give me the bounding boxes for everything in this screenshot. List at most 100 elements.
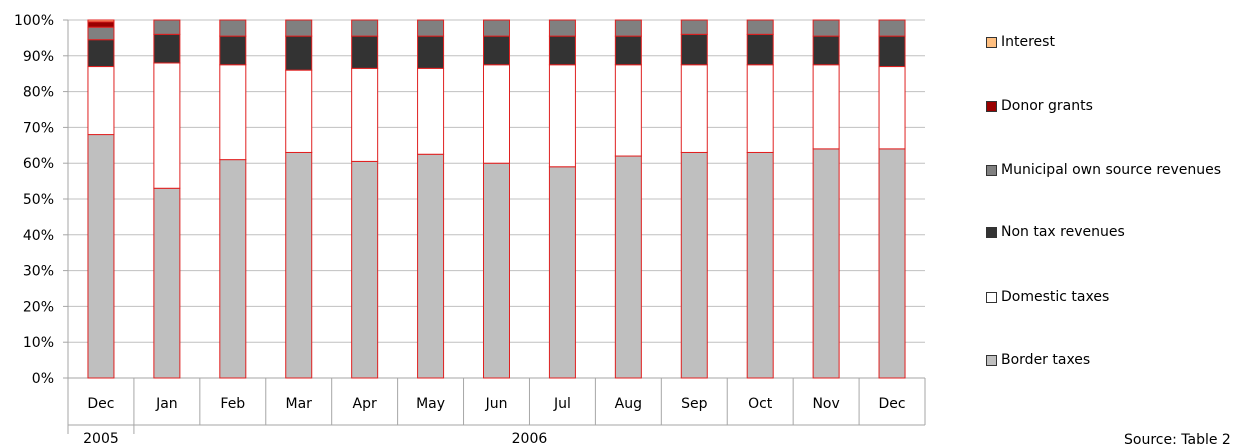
legend-label: Municipal own source revenues bbox=[1001, 162, 1222, 178]
source-note: Source: Table 2 bbox=[1124, 432, 1231, 448]
bar-segment-border-taxes bbox=[483, 162, 510, 379]
bar-segment-non-tax-revenues bbox=[351, 35, 379, 69]
bar-segment-non-tax-revenues bbox=[614, 35, 642, 66]
legend-swatch bbox=[986, 36, 997, 48]
bar-segment-border-taxes bbox=[153, 187, 181, 379]
bar-segment-border-taxes bbox=[614, 155, 642, 379]
bar-segment-municipal-own-source-revenues bbox=[483, 19, 510, 37]
bar-segment-domestic-taxes bbox=[680, 64, 708, 153]
y-tick-label: 60% bbox=[23, 156, 54, 172]
x-tick-label: Mar bbox=[286, 396, 313, 412]
x-tick-label: May bbox=[416, 396, 445, 412]
bar-segment-border-taxes bbox=[87, 134, 115, 379]
bar-segment-non-tax-revenues bbox=[878, 35, 906, 68]
bar-segment-non-tax-revenues bbox=[483, 35, 510, 66]
y-tick-label: 100% bbox=[14, 13, 54, 29]
bar-segment-border-taxes bbox=[417, 153, 445, 379]
bar-segment-domestic-taxes bbox=[548, 64, 576, 168]
y-tick-label: 50% bbox=[23, 192, 54, 208]
x-tick-label: Nov bbox=[812, 396, 839, 412]
bar-segment-non-tax-revenues bbox=[153, 33, 181, 64]
bar-segment-non-tax-revenues bbox=[219, 35, 247, 66]
chart-legend: Interest Donor grants Municipal own source… bbox=[986, 0, 1239, 443]
legend-label: Donor grants bbox=[1001, 98, 1093, 114]
legend-label: Non tax revenues bbox=[1001, 224, 1125, 240]
bar-segment-municipal-own-source-revenues bbox=[417, 19, 445, 37]
legend-item-non-tax-revenues: Non tax revenues bbox=[986, 222, 1125, 242]
bar-segment-border-taxes bbox=[746, 151, 774, 379]
x-tick-label: Jun bbox=[485, 396, 508, 412]
bar-segment-domestic-taxes bbox=[812, 64, 840, 150]
x-tick-label: Dec bbox=[87, 396, 114, 412]
bar-segment-non-tax-revenues bbox=[285, 35, 313, 71]
bar-segment-domestic-taxes bbox=[153, 62, 181, 189]
bar-segment-domestic-taxes bbox=[285, 69, 313, 153]
y-tick-label: 80% bbox=[23, 85, 54, 101]
bar-segment-municipal-own-source-revenues bbox=[680, 19, 708, 35]
x-tick-label: Sep bbox=[681, 396, 708, 412]
year-label: 2006 bbox=[512, 431, 548, 443]
legend-swatch bbox=[986, 291, 997, 303]
bar-segment-domestic-taxes bbox=[219, 64, 247, 161]
bar-segment-border-taxes bbox=[548, 166, 576, 379]
bar-segment-municipal-own-source-revenues bbox=[812, 19, 840, 37]
bar-segment-domestic-taxes bbox=[614, 64, 642, 157]
bar-segment-non-tax-revenues bbox=[417, 35, 445, 69]
bar-segment-non-tax-revenues bbox=[548, 35, 576, 66]
bar-segment-non-tax-revenues bbox=[87, 39, 115, 68]
bar-segment-domestic-taxes bbox=[417, 67, 445, 155]
x-tick-label: Jan bbox=[155, 396, 178, 412]
bar-segment-non-tax-revenues bbox=[812, 35, 840, 66]
bar-segment-interest bbox=[87, 19, 115, 23]
bar-segment-donor-grants bbox=[87, 21, 115, 28]
bar-segment-border-taxes bbox=[878, 148, 906, 379]
y-tick-label: 70% bbox=[23, 120, 54, 136]
x-tick-label: Jul bbox=[553, 396, 571, 412]
bar-segment-municipal-own-source-revenues bbox=[746, 19, 774, 35]
bar-segment-border-taxes bbox=[812, 148, 840, 379]
y-tick-label: 90% bbox=[23, 49, 54, 65]
legend-item-domestic-taxes: Domestic taxes bbox=[986, 287, 1109, 307]
bar-segment-municipal-own-source-revenues bbox=[878, 19, 906, 37]
x-tick-label: Apr bbox=[353, 396, 377, 412]
bar-segment-municipal-own-source-revenues bbox=[153, 19, 181, 35]
legend-swatch bbox=[986, 354, 997, 366]
legend-swatch bbox=[986, 226, 997, 238]
x-tick-label: Dec bbox=[878, 396, 905, 412]
y-tick-label: 0% bbox=[32, 371, 54, 387]
y-tick-label: 10% bbox=[23, 335, 54, 351]
x-tick-label: Oct bbox=[748, 396, 773, 412]
legend-item-border-taxes: Border taxes bbox=[986, 350, 1090, 370]
bar-segment-municipal-own-source-revenues bbox=[351, 19, 379, 37]
bar-segment-border-taxes bbox=[219, 159, 247, 379]
legend-swatch bbox=[986, 100, 997, 112]
bar-segment-border-taxes bbox=[285, 151, 313, 379]
bar-segment-domestic-taxes bbox=[878, 66, 906, 150]
bar-segment-municipal-own-source-revenues bbox=[87, 26, 115, 41]
bar-segment-domestic-taxes bbox=[746, 64, 774, 153]
year-label: 2005 bbox=[83, 431, 119, 443]
bar-segment-border-taxes bbox=[351, 160, 379, 379]
bar-segment-non-tax-revenues bbox=[746, 33, 774, 66]
bar-segment-municipal-own-source-revenues bbox=[285, 19, 313, 37]
x-tick-label: Aug bbox=[615, 396, 642, 412]
bar-segment-domestic-taxes bbox=[87, 66, 115, 136]
bar-segment-municipal-own-source-revenues bbox=[219, 19, 247, 37]
bar-segment-domestic-taxes bbox=[483, 64, 510, 164]
legend-item-municipal-own-source-revenues: Municipal own source revenues bbox=[986, 160, 1221, 180]
y-tick-label: 30% bbox=[23, 264, 54, 280]
bar-segment-domestic-taxes bbox=[351, 67, 379, 162]
y-tick-label: 40% bbox=[23, 228, 54, 244]
bar-segment-municipal-own-source-revenues bbox=[614, 19, 642, 37]
x-tick-label: Feb bbox=[220, 396, 245, 412]
bar-segment-border-taxes bbox=[680, 151, 708, 379]
legend-label: Interest bbox=[1001, 34, 1055, 50]
legend-label: Border taxes bbox=[1001, 352, 1091, 368]
legend-swatch bbox=[986, 164, 997, 176]
bar-segment-municipal-own-source-revenues bbox=[548, 19, 576, 37]
bar-segment-non-tax-revenues bbox=[680, 33, 708, 66]
y-tick-label: 20% bbox=[23, 299, 54, 315]
legend-label: Domestic taxes bbox=[1001, 289, 1110, 305]
legend-item-donor-grants: Donor grants bbox=[986, 96, 1093, 116]
legend-item-interest: Interest bbox=[986, 32, 1055, 52]
